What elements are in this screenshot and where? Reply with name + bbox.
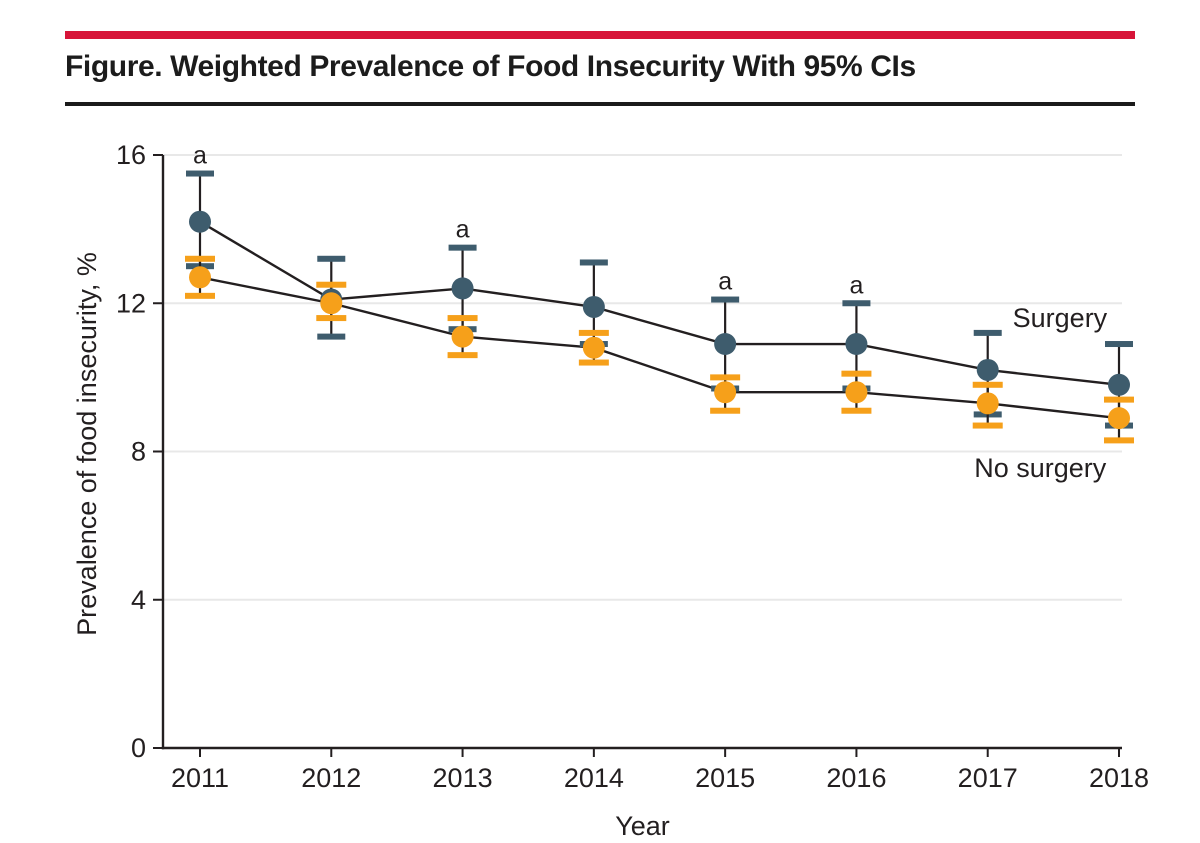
ci-cap-surgery [842,300,871,307]
title-divider [65,102,1135,106]
x-tick-label: 2016 [826,763,886,793]
x-tick-label: 2014 [564,763,624,793]
ci-cap-no-surgery [841,370,872,377]
ci-cap-no-surgery [185,255,215,262]
data-point-no-surgery [976,392,999,415]
data-point-no-surgery [451,325,474,348]
ci-cap-no-surgery [710,407,741,414]
x-tick-label: 2013 [433,763,493,793]
ci-cap-no-surgery [578,359,609,366]
series-label-surgery: Surgery [1013,303,1108,333]
x-tick-label: 2012 [301,763,361,793]
y-tick-label: 0 [131,733,146,763]
data-point-surgery [1108,373,1131,396]
y-axis-title: Prevalence of food insecurity, % [72,252,102,636]
ci-cap-no-surgery [185,292,215,299]
significance-annotation: a [456,216,470,244]
ci-cap-no-surgery [1104,396,1135,403]
ci-cap-no-surgery [447,352,478,359]
x-tick-label: 2017 [958,763,1018,793]
ci-cap-surgery [317,333,346,340]
data-point-no-surgery [714,381,737,404]
data-point-surgery [582,295,605,318]
ci-cap-surgery [711,296,740,303]
data-point-no-surgery [320,292,343,315]
data-point-surgery [714,333,737,356]
x-axis-title: Year [615,811,670,841]
y-tick-label: 16 [116,140,146,170]
series-label-no-surgery: No surgery [974,453,1107,483]
series-line-no-surgery [199,276,1120,420]
y-tick-label: 4 [131,585,146,615]
data-point-no-surgery [845,381,868,404]
significance-annotation: a [193,142,207,170]
data-point-surgery [845,333,868,356]
ci-cap-surgery [186,170,214,177]
ci-cap-no-surgery [972,381,1003,388]
ci-cap-surgery [317,255,346,262]
data-point-no-surgery [1108,407,1131,430]
y-tick-label: 12 [116,288,146,318]
data-point-surgery [976,358,999,381]
x-tick-label: 2011 [171,763,229,793]
ci-cap-no-surgery [972,422,1003,429]
ci-cap-no-surgery [710,374,741,381]
x-tick-label: 2018 [1089,763,1149,793]
figure-title: Figure. Weighted Prevalence of Food Inse… [65,50,916,83]
ci-cap-surgery [973,329,1002,336]
ci-cap-surgery [1105,341,1134,348]
data-point-surgery [451,277,474,300]
data-point-surgery [189,210,211,233]
ci-cap-no-surgery [316,315,347,322]
significance-annotation: a [718,268,732,296]
significance-annotation: a [849,271,863,299]
ci-cap-no-surgery [841,407,872,414]
ci-cap-no-surgery [316,281,347,288]
ci-cap-surgery [579,259,608,266]
ci-cap-no-surgery [1104,437,1135,444]
ci-cap-no-surgery [447,315,478,322]
ci-cap-surgery [448,244,477,251]
x-tick-label: 2015 [695,763,755,793]
data-point-no-surgery [582,336,605,359]
data-point-no-surgery [189,266,211,289]
accent-bar [65,31,1135,39]
y-tick-label: 8 [131,437,146,467]
ci-cap-no-surgery [578,329,609,336]
series-line-surgery [199,220,1120,386]
